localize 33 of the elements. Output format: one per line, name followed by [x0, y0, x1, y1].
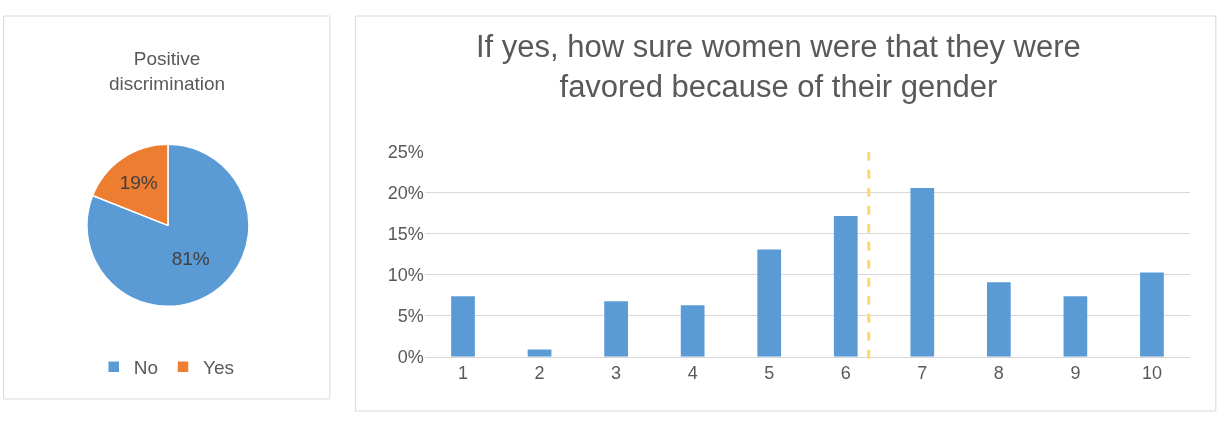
- y-tick-label: 25%: [387, 142, 424, 163]
- data-label: 19%: [119, 171, 158, 193]
- x-tick-label: 6: [840, 363, 851, 384]
- x-tick-label: 5: [764, 363, 775, 384]
- y-tick-label: 5%: [397, 306, 424, 327]
- x-tick-label: 7: [917, 363, 928, 384]
- bar: [604, 301, 628, 357]
- x-tick-label: 2: [534, 363, 545, 384]
- x-tick-label: 9: [1070, 363, 1081, 384]
- bar: [910, 188, 935, 357]
- x-tick-label: 3: [611, 363, 622, 384]
- bar: [986, 282, 1011, 357]
- y-tick-label: 15%: [387, 224, 424, 245]
- bar: [451, 296, 475, 357]
- legend-label: Yes: [203, 357, 235, 379]
- chart-title: If yes, how sure women were that they were favored because of their gender: [476, 29, 1081, 105]
- x-tick-label: 4: [687, 363, 698, 384]
- bar: [833, 215, 858, 357]
- bar: [757, 249, 782, 357]
- y-tick-label: 20%: [387, 183, 424, 204]
- legend-label: No: [133, 357, 159, 379]
- x-tick-label: 10: [1141, 363, 1162, 384]
- x-tick-label: 8: [993, 363, 1004, 384]
- x-tick-label: 1: [458, 363, 469, 384]
- bar: [1063, 296, 1088, 357]
- bar: [680, 305, 705, 357]
- y-tick-label: 10%: [387, 265, 424, 286]
- bar: [527, 349, 552, 357]
- chart-title: Positive discrimination: [109, 48, 226, 94]
- data-label: 81%: [171, 248, 210, 270]
- pie-slice: [86, 143, 250, 308]
- bar: [1140, 272, 1164, 357]
- y-tick-label: 0%: [397, 347, 424, 368]
